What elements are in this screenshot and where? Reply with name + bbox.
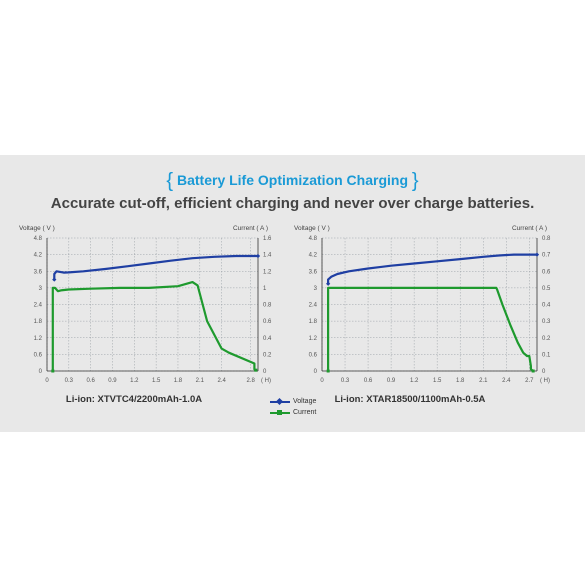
chart-legend: Voltage Current: [270, 396, 316, 418]
title-text: Battery Life Optimization Charging: [176, 172, 408, 188]
x-tick-label: 0.9: [108, 378, 117, 384]
square-marker-icon: [270, 409, 290, 417]
y-left-tick-label: 0.6: [34, 352, 43, 358]
y-right-tick-label: 1.2: [263, 269, 272, 275]
y-right-tick-label: 1.6: [263, 236, 272, 242]
series-line-current: [326, 286, 535, 373]
y-left-axis-label: Voltage ( V ): [294, 225, 330, 232]
x-unit-label: ( H): [540, 378, 550, 384]
y-right-tick-label: 0.8: [542, 236, 551, 242]
data-point-voltage: [326, 281, 331, 286]
y-right-tick-label: 0.4: [263, 336, 272, 342]
y-left-tick-label: 3: [39, 286, 43, 292]
x-tick-label: 0.6: [86, 378, 95, 384]
x-tick-label: 0: [320, 378, 324, 384]
x-tick-label: 0: [45, 378, 49, 384]
chart-xtvtc4: 0 0.3 0.6 0.9 1.2 1.5 1.8 2.1 2.4 2.8 0 0.6 1.2 1.8 2.…: [19, 225, 272, 405]
x-tick-label: 1.8: [456, 378, 465, 384]
x-tick-label: 1.2: [130, 378, 139, 384]
x-tick-label: 1.5: [152, 378, 161, 384]
y-right-tick-label: 0.1: [542, 352, 551, 358]
x-tick-label: 1.2: [410, 378, 419, 384]
data-point-current: [51, 369, 55, 373]
x-tick-label: 2.1: [479, 378, 488, 384]
bracket-left: {: [166, 170, 174, 192]
y-right-tick-label: 0.2: [542, 336, 551, 342]
y-left-tick-label: 3: [314, 286, 318, 292]
y-right-tick-label: 0.8: [263, 303, 272, 309]
x-tick-label: 1.8: [174, 378, 183, 384]
y-left-tick-label: 4.2: [309, 253, 318, 259]
x-tick-label: 2.4: [217, 378, 226, 384]
y-left-tick-label: 1.2: [34, 336, 43, 342]
legend-voltage: Voltage: [270, 396, 316, 407]
y-left-tick-label: 1.8: [34, 319, 43, 325]
y-right-tick-label: 0.6: [542, 269, 551, 275]
y-right-tick-label: 0.4: [542, 303, 551, 309]
data-point-current: [254, 368, 258, 372]
y-right-tick-label: 0.7: [542, 253, 551, 259]
series-line-voltage: [53, 254, 260, 281]
content-band: [0, 155, 585, 432]
data-point-current: [531, 369, 535, 373]
legend-voltage-label: Voltage: [293, 398, 317, 405]
data-point-voltage: [52, 277, 57, 282]
legend-current-label: Current: [293, 409, 317, 416]
y-left-tick-label: 2.4: [309, 303, 318, 309]
y-right-tick-label: 0: [542, 369, 546, 375]
x-tick-label: 2.4: [502, 378, 511, 384]
y-right-tick-label: 0.2: [263, 352, 272, 358]
y-right-axis-label: Current ( A ): [512, 225, 547, 232]
x-tick-label: 2.7: [525, 378, 534, 384]
series-line-current: [51, 280, 257, 373]
chart-xtar18500: 0 0.3 0.6 0.9 1.2 1.5 1.8 2.1 2.4 2.7 0 0.6 1.2 1.8 2.…: [294, 225, 551, 405]
section-subtitle: Accurate cut-off, efficient charging and…: [50, 195, 535, 212]
y-right-tick-label: 0.3: [542, 319, 551, 325]
y-left-tick-label: 0: [39, 369, 43, 375]
x-tick-label: 0.3: [65, 378, 74, 384]
y-left-tick-label: 2.4: [34, 303, 43, 309]
chart-caption: Li-ion: XTVTC4/2200mAh-1.0A: [66, 394, 202, 405]
y-right-tick-label: 0: [263, 369, 267, 375]
x-unit-label: ( H): [261, 378, 271, 384]
y-right-tick-label: 1.4: [263, 253, 272, 259]
bracket-right: }: [411, 170, 419, 192]
chart-caption: Li-ion: XTAR18500/1100mAh-0.5A: [335, 394, 486, 405]
x-tick-label: 0.9: [387, 378, 396, 384]
y-left-tick-label: 0.6: [309, 352, 318, 358]
y-left-tick-label: 4.2: [34, 253, 43, 259]
y-left-tick-label: 4.8: [309, 236, 318, 242]
y-left-tick-label: 4.8: [34, 236, 43, 242]
diamond-marker-icon: [270, 397, 290, 406]
y-right-tick-label: 1: [263, 286, 267, 292]
y-right-tick-label: 0.5: [542, 286, 551, 292]
y-left-tick-label: 0: [314, 369, 318, 375]
section-title: { Battery Life Optimization Charging }: [0, 170, 585, 193]
y-left-tick-label: 3.6: [34, 269, 43, 275]
y-left-tick-label: 3.6: [309, 269, 318, 275]
x-tick-label: 0.6: [364, 378, 373, 384]
series-line-voltage: [326, 253, 539, 285]
x-tick-label: 1.5: [433, 378, 442, 384]
data-point-current: [326, 369, 330, 373]
x-tick-label: 2.8: [247, 378, 256, 384]
data-point-voltage: [255, 253, 261, 259]
x-tick-label: 0.3: [341, 378, 350, 384]
y-left-tick-label: 1.2: [309, 336, 318, 342]
y-left-tick-label: 1.8: [309, 319, 318, 325]
x-tick-label: 2.1: [196, 378, 205, 384]
y-right-axis-label: Current ( A ): [233, 225, 268, 232]
y-right-tick-label: 0.6: [263, 319, 272, 325]
data-point-voltage: [534, 252, 540, 257]
y-left-axis-label: Voltage ( V ): [19, 225, 55, 232]
legend-current: Current: [270, 407, 316, 418]
